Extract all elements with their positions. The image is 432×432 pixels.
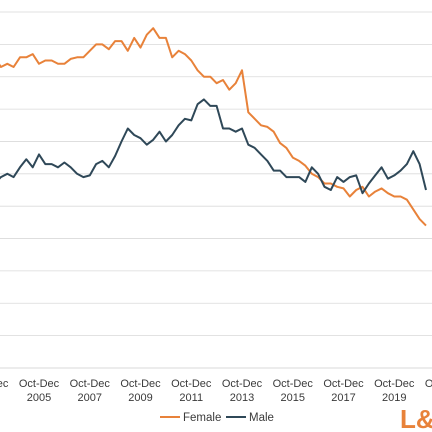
x-tick-label: Oct-Dec 2019	[374, 378, 415, 404]
x-tick-label: Oct-Dec 2017	[323, 378, 364, 404]
legend-male-label: Male	[249, 412, 274, 424]
x-tick-label: Oct-Dec 2015	[273, 378, 314, 404]
x-tick-label: Oct-Dec2003	[0, 378, 9, 404]
x-tick-label: Oct-Dec 2011	[171, 378, 212, 404]
legend: Female Male	[160, 412, 274, 424]
x-tick-label: Oct-Dec 2007	[70, 378, 111, 404]
x-tick-label: Oct-Dec 2009	[120, 378, 161, 404]
legend-female-label: Female	[183, 412, 221, 424]
x-tick-label: Oct-Dec 2005	[19, 378, 60, 404]
x-tick-label: Oct-Dec 2013	[222, 378, 263, 404]
gridlines	[0, 11, 432, 369]
legend-entry-female: Female	[160, 412, 221, 424]
brand-logo-text: L&W	[400, 404, 432, 432]
series-line-male	[0, 98, 427, 195]
brand-logo: L&W	[400, 404, 432, 432]
legend-entry-male: Male	[226, 412, 274, 424]
x-tick-label: Oct-Dec2021	[425, 378, 432, 404]
series-lines	[0, 27, 427, 227]
series-line-female	[0, 27, 427, 227]
